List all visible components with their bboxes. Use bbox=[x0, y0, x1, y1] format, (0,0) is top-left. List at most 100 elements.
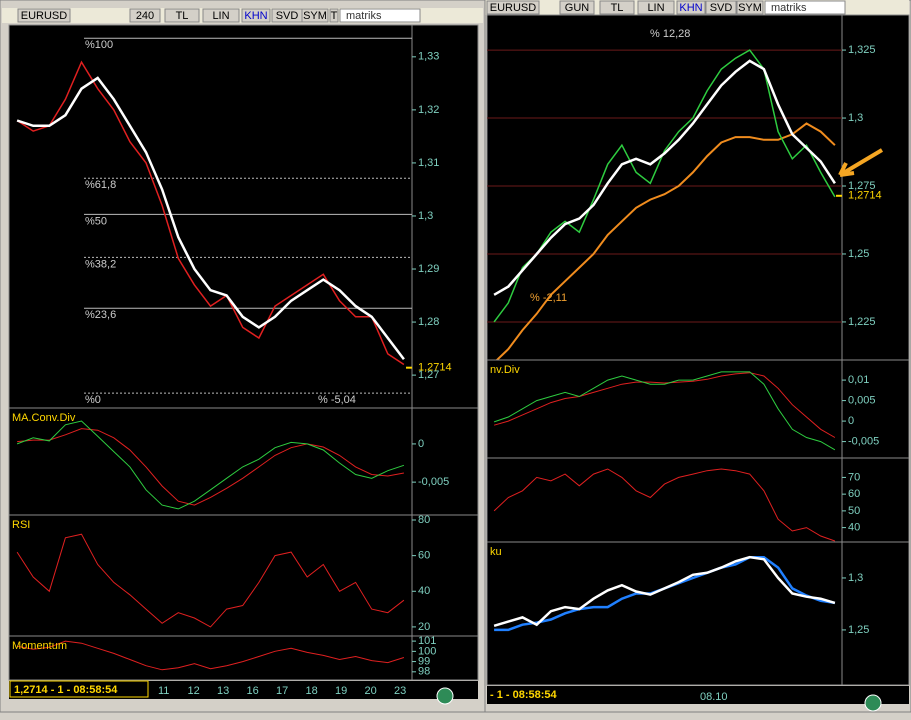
toolbar-label[interactable]: EURUSD bbox=[21, 10, 68, 22]
toolbar-label[interactable]: 240 bbox=[136, 10, 154, 22]
signal-line bbox=[493, 372, 836, 438]
brand: matriks bbox=[771, 2, 807, 14]
toolbar-button[interactable] bbox=[486, 0, 540, 15]
status: 1,2714 - 1 - 08:58:54 bbox=[14, 684, 118, 696]
panel bbox=[8, 635, 479, 681]
toolbar-label[interactable]: TL bbox=[176, 10, 189, 22]
refresh-button[interactable] bbox=[864, 694, 882, 712]
y-tick-label: 40 bbox=[848, 522, 860, 534]
y-tick-label: 99 bbox=[418, 655, 430, 667]
toolbar-label[interactable]: T bbox=[331, 10, 338, 22]
fib-label: %38,2 bbox=[85, 258, 116, 270]
y-tick-label: 1,3 bbox=[848, 112, 863, 124]
y-tick-label: -0,005 bbox=[418, 476, 449, 488]
y-tick-label: 80 bbox=[418, 514, 430, 526]
toolbar-label[interactable]: SYM bbox=[303, 10, 327, 22]
toolbar-label[interactable]: LIN bbox=[212, 10, 229, 22]
toolbar-button[interactable] bbox=[202, 8, 240, 23]
y-tick-label: 1,3 bbox=[848, 572, 863, 584]
y-tick-label: 1,29 bbox=[418, 263, 439, 275]
y-tick-label: 1,325 bbox=[848, 44, 876, 56]
y-tick-label: 1,28 bbox=[418, 316, 439, 328]
signal-line bbox=[17, 428, 404, 506]
y-tick-label: 60 bbox=[848, 488, 860, 500]
refresh-button[interactable] bbox=[436, 687, 454, 705]
toolbar-button[interactable] bbox=[599, 0, 635, 15]
status: - 1 - 08:58:54 bbox=[490, 689, 558, 701]
date-label: 17 bbox=[276, 685, 288, 697]
y-tick-label: 1,27 bbox=[418, 369, 439, 381]
toolbar-button[interactable] bbox=[241, 8, 271, 23]
y-tick-label: 70 bbox=[848, 471, 860, 483]
slow-line bbox=[493, 122, 836, 364]
date-label: 12 bbox=[188, 685, 200, 697]
toolbar-button[interactable] bbox=[676, 0, 706, 15]
panel-title: ku bbox=[490, 546, 502, 558]
close-line bbox=[493, 49, 836, 323]
y-tick-label: 1,275 bbox=[848, 180, 876, 192]
panel bbox=[486, 14, 910, 361]
y-tick-label: 0,005 bbox=[848, 395, 876, 407]
annotation: % -5,04 bbox=[318, 394, 356, 406]
macd-line bbox=[493, 371, 836, 451]
toolbar-button[interactable] bbox=[637, 0, 675, 15]
date-label: 20 bbox=[365, 685, 377, 697]
toolbar-button[interactable] bbox=[17, 8, 71, 23]
toolbar-button[interactable] bbox=[329, 8, 339, 23]
y-tick-label: 1,32 bbox=[418, 104, 439, 116]
status-box bbox=[9, 680, 149, 698]
toolbar-label[interactable]: KHN bbox=[244, 10, 267, 22]
panel-title: RSI bbox=[12, 519, 30, 531]
price-line bbox=[493, 555, 836, 627]
toolbar-button[interactable] bbox=[129, 8, 161, 23]
y-tick-label: 1,31 bbox=[418, 157, 439, 169]
toolbar-label[interactable]: SYM bbox=[738, 2, 762, 14]
toolbar-label[interactable]: KHN bbox=[679, 2, 702, 14]
toolbar-label[interactable]: LIN bbox=[647, 2, 664, 14]
rsi-line bbox=[16, 533, 405, 628]
y-tick-label: 1,25 bbox=[848, 248, 869, 260]
fib-label: %100 bbox=[85, 39, 113, 51]
toolbar-button[interactable] bbox=[301, 8, 329, 23]
toolbar-label[interactable]: SVD bbox=[710, 2, 733, 14]
date-label: 23 bbox=[394, 685, 406, 697]
rsi-line bbox=[493, 468, 836, 542]
toolbar-label[interactable]: TL bbox=[611, 2, 624, 14]
macd-line bbox=[16, 420, 405, 510]
arrow bbox=[838, 148, 884, 177]
y-tick-label: 1,25 bbox=[848, 624, 869, 636]
y-tick-label: 0 bbox=[418, 438, 424, 450]
toolbar-button[interactable] bbox=[164, 8, 200, 23]
toolbar-button[interactable] bbox=[559, 0, 595, 15]
fib-label: %61,8 bbox=[85, 179, 116, 191]
date-label: 08.10 bbox=[700, 691, 728, 703]
y-tick-label: 1,33 bbox=[418, 51, 439, 63]
toolbar-button[interactable] bbox=[736, 0, 764, 15]
y-tick-label: 100 bbox=[418, 645, 436, 657]
fib-label: %23,6 bbox=[85, 309, 116, 321]
toolbar-label[interactable]: GUN bbox=[565, 2, 590, 14]
y-tick-label: 1,225 bbox=[848, 316, 876, 328]
annotation: % -2,11 bbox=[530, 292, 567, 304]
toolbar-label[interactable]: EURUSD bbox=[490, 2, 537, 14]
y-tick-label: 101 bbox=[418, 635, 436, 647]
fib-label: %0 bbox=[85, 394, 101, 406]
panel bbox=[8, 24, 479, 409]
y-tick-label: 0,01 bbox=[848, 374, 869, 386]
y-tick-label: 50 bbox=[848, 505, 860, 517]
panel-title: MA.Conv.Div bbox=[12, 412, 76, 424]
status-bar bbox=[487, 686, 909, 704]
y-tick-label: 20 bbox=[418, 621, 430, 633]
panel bbox=[486, 457, 910, 543]
panel-title: nv.Div bbox=[490, 364, 520, 376]
toolbar-button[interactable] bbox=[705, 0, 737, 15]
toolbar-label[interactable]: SVD bbox=[276, 10, 299, 22]
date-label: 13 bbox=[217, 685, 229, 697]
brand-box bbox=[764, 0, 846, 15]
fib-label: %50 bbox=[85, 215, 107, 227]
y-tick-label: 40 bbox=[418, 585, 430, 597]
y-tick-label: -0,005 bbox=[848, 436, 879, 448]
y-tick-label: 98 bbox=[418, 666, 430, 678]
date-label: 16 bbox=[247, 685, 259, 697]
